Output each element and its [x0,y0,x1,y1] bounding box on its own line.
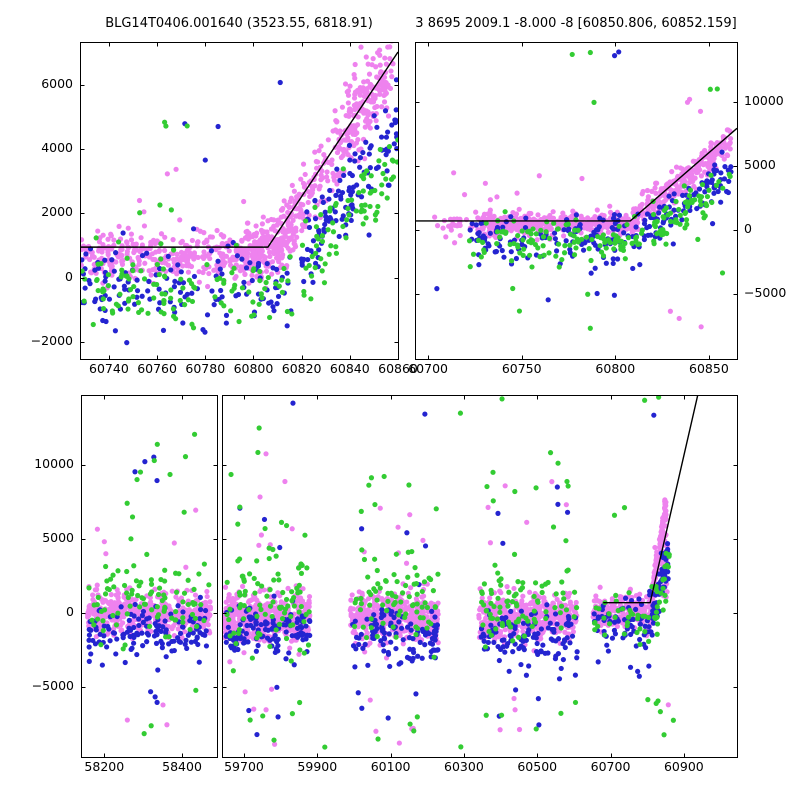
y-tick-label: 5000 [744,157,776,173]
panel-title-left: BLG14T0406.001640 (3523.55, 6818.91) [105,16,373,31]
y-tick-label: 10000 [744,93,784,109]
x-tick-label: 60750 [501,361,542,376]
x-tick-label: 60500 [517,759,558,774]
x-tick-label: 60100 [370,759,411,774]
panel-title-right: 3 8695 2009.1 -8.000 -8 [60850.806, 6085… [415,16,737,31]
x-tick-label: 60800 [233,361,274,376]
y-tick-label: 4000 [41,140,73,156]
y-tick-label: 10000 [34,456,74,472]
x-tick-label: 58400 [162,759,202,774]
x-tick-label: 60700 [590,759,631,774]
x-tick-label: 59700 [224,759,264,774]
y-tick-label: 0 [744,221,752,237]
x-tick-label: 60740 [89,361,129,376]
x-tick-label: 59900 [297,759,338,774]
y-tick-label: 6000 [41,75,73,91]
x-tick-label: 60780 [185,361,226,376]
x-tick-label: 60900 [663,759,704,774]
x-tick-label: 58200 [84,759,125,774]
x-tick-label: 60820 [281,361,322,376]
y-tick-label: −5000 [31,678,74,694]
y-tick-label: −5000 [744,284,787,300]
x-tick-label: 60860 [378,361,418,376]
y-tick-label: 5000 [42,530,74,546]
y-tick-label: 2000 [41,204,73,220]
x-tick-label: 60700 [408,361,448,376]
x-tick-label: 60300 [444,759,484,774]
x-tick-label: 60840 [329,361,370,376]
y-tick-label: 0 [66,604,74,620]
x-tick-label: 60850 [689,361,729,376]
x-tick-label: 60800 [595,361,636,376]
y-tick-label: −2000 [30,333,73,349]
y-tick-label: 0 [65,268,73,284]
x-tick-label: 60760 [137,361,177,376]
